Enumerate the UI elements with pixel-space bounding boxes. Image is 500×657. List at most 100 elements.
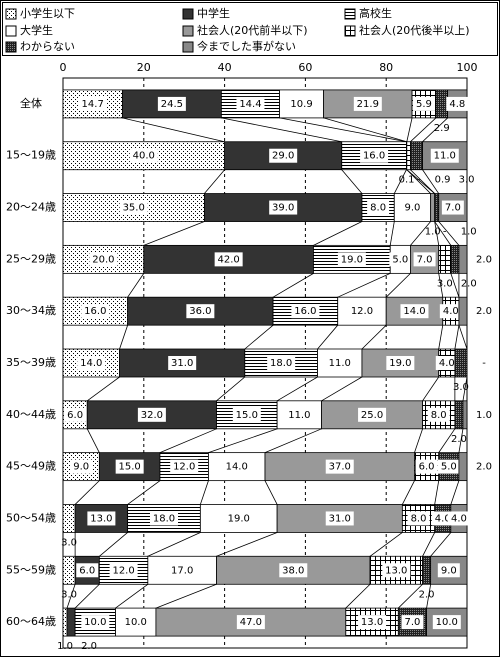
label-bg xyxy=(232,407,261,422)
value-label: 4.0 xyxy=(435,513,451,524)
label-bg xyxy=(236,615,265,630)
bar-segment xyxy=(321,400,423,430)
label-bg xyxy=(435,356,458,370)
label-bg xyxy=(279,563,308,578)
value-label: 4.0 xyxy=(439,358,455,369)
label-bg xyxy=(413,252,436,267)
connector-line xyxy=(385,273,411,298)
value-label: 10.9 xyxy=(290,99,312,110)
legend-label: 小学生以下 xyxy=(20,6,75,20)
x-tick-label: 60 xyxy=(298,61,312,74)
label-bg xyxy=(360,148,389,163)
label-bg xyxy=(337,252,366,267)
label-bg xyxy=(430,148,459,163)
label-bg xyxy=(285,407,314,422)
connector-line xyxy=(321,376,363,402)
label-bg xyxy=(89,252,118,267)
value-label: - xyxy=(443,227,447,238)
value-label: 7.0 xyxy=(445,203,461,214)
label-bg xyxy=(358,615,387,630)
connector-line xyxy=(127,480,161,505)
connector-line xyxy=(458,428,464,453)
value-label: 3.0 xyxy=(453,382,469,393)
category-label: 40～44歳 xyxy=(6,408,56,421)
value-label: 4.8 xyxy=(449,99,465,110)
connector-line xyxy=(422,532,436,557)
value-label: 37.0 xyxy=(329,462,351,473)
value-label: 19.0 xyxy=(228,513,250,524)
connector-line xyxy=(115,583,149,609)
connector-line xyxy=(438,221,460,246)
connector-line xyxy=(345,583,371,609)
value-label: 12.0 xyxy=(351,306,373,317)
connector-line xyxy=(398,583,423,609)
legend-label: 高校生 xyxy=(359,6,392,20)
value-label: 5.9 xyxy=(416,99,432,110)
category-label: 50～54歳 xyxy=(6,511,56,524)
value-label: 0.1 xyxy=(399,175,415,186)
value-label: 16.0 xyxy=(294,306,316,317)
label-bg xyxy=(446,96,469,111)
connector-line xyxy=(410,117,437,143)
value-label: 21.9 xyxy=(357,99,379,110)
connector-line xyxy=(434,221,440,246)
value-label: 2.0 xyxy=(476,306,492,317)
label-bg xyxy=(358,407,387,422)
value-label: 10.0 xyxy=(436,617,458,628)
connector-line xyxy=(438,325,444,350)
value-label: 25.0 xyxy=(361,410,383,421)
bar-segment xyxy=(62,504,76,533)
label-bg xyxy=(389,252,412,267)
value-label: 8.0 xyxy=(370,203,386,214)
bar-segment xyxy=(458,296,468,326)
value-label: 39.0 xyxy=(272,203,294,214)
bar-segment xyxy=(438,244,452,274)
legend-swatch xyxy=(182,25,194,37)
connector-line xyxy=(410,169,435,194)
label-bg xyxy=(287,96,316,111)
connector-line xyxy=(323,117,407,143)
connector-line xyxy=(410,221,431,246)
value-label: 6.0 xyxy=(67,410,83,421)
connector-line xyxy=(389,221,395,246)
bar-segment xyxy=(454,400,464,430)
value-label: 13.0 xyxy=(90,513,112,524)
value-label: 14.0 xyxy=(403,306,425,317)
value-label: 14.4 xyxy=(239,99,261,110)
value-label: 12.0 xyxy=(112,565,134,576)
value-label: 4.0 xyxy=(443,306,459,317)
value-label: 1.0 xyxy=(57,641,73,652)
category-label: 15～19歳 xyxy=(6,149,56,162)
category-label: 25～29歳 xyxy=(6,252,56,265)
connector-line xyxy=(369,532,403,557)
value-label: 42.0 xyxy=(218,254,240,265)
label-bg xyxy=(129,148,158,163)
label-bg xyxy=(269,148,298,163)
label-bg xyxy=(439,304,462,319)
value-label: 35.0 xyxy=(123,203,145,214)
connector-line xyxy=(422,376,440,402)
value-label: 36.0 xyxy=(189,306,211,317)
legend-swatch xyxy=(5,8,17,20)
label-bg xyxy=(115,459,144,474)
label-bg xyxy=(70,459,93,474)
value-label: 11.0 xyxy=(434,151,456,162)
value-label: 14.0 xyxy=(226,462,248,473)
connector-line xyxy=(159,428,217,454)
bar-segment xyxy=(454,348,468,378)
legend-label: 社会人(20代前半以下) xyxy=(197,23,308,37)
value-label: 7.0 xyxy=(405,617,421,628)
label-bg xyxy=(291,304,320,319)
connector-line xyxy=(450,480,460,505)
bar-segment xyxy=(458,452,468,482)
value-label: 1.0 xyxy=(476,410,492,421)
label-bg xyxy=(432,615,461,630)
label-bg xyxy=(267,356,296,370)
x-tick-label: 40 xyxy=(218,61,232,74)
label-bg xyxy=(77,356,106,370)
bar-segment xyxy=(62,555,76,585)
label-bg xyxy=(407,511,430,526)
value-label: 24.5 xyxy=(161,99,183,110)
value-label: 11.0 xyxy=(288,410,310,421)
label-bg xyxy=(415,459,438,474)
